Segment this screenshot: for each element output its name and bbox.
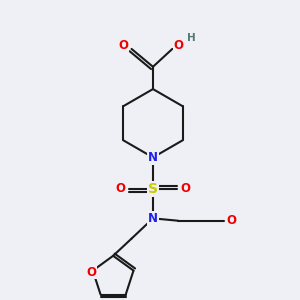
Text: O: O: [86, 266, 96, 279]
Text: O: O: [227, 214, 237, 227]
Text: O: O: [115, 182, 125, 195]
Text: N: N: [148, 151, 158, 164]
Text: O: O: [118, 40, 128, 52]
Text: O: O: [174, 40, 184, 52]
Text: S: S: [148, 182, 158, 196]
Text: H: H: [187, 33, 195, 43]
Text: N: N: [148, 212, 158, 225]
Text: O: O: [181, 182, 191, 195]
